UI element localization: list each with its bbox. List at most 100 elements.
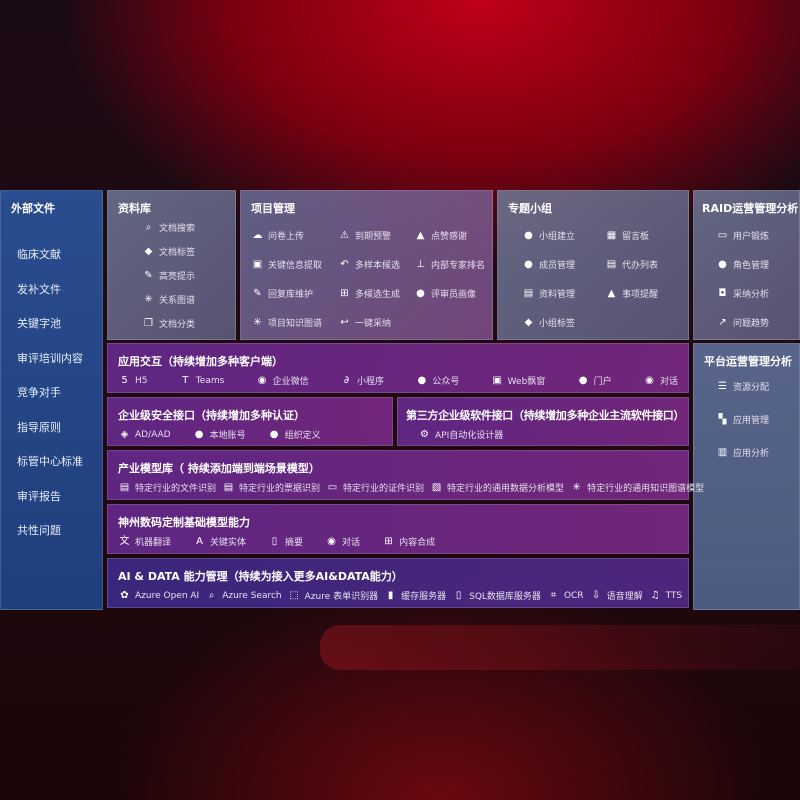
feature-item[interactable]: ● 角色管理: [716, 258, 769, 271]
feature-item[interactable]: A 关键实体: [193, 535, 246, 548]
feature-item[interactable]: ⌕ 文档搜索: [142, 221, 195, 234]
feature-item[interactable]: ▯ SQL数据库服务器: [452, 589, 541, 602]
external-file-item[interactable]: 标管中心标准: [17, 455, 83, 468]
feature-item[interactable]: ◆ 文档标签: [142, 245, 195, 258]
app-interaction-panel: 应用交互（持续增加多种客户端） 5 H5 T Teams ◉ 企业微信 ∂ 小程序 ● 公众号 ▣ W…: [107, 343, 689, 393]
feature-label: OCR: [563, 590, 584, 601]
feature-item[interactable]: ☁ 问卷上传: [251, 229, 305, 242]
feature-item[interactable]: ▤ 特定行业的文件识别: [118, 481, 216, 494]
feature-item[interactable]: ⊞ 多候选生成: [338, 287, 400, 300]
pen-icon: ✎: [144, 270, 153, 281]
feature-item[interactable]: ● 本地账号: [193, 428, 246, 441]
feature-label: 代办列表: [622, 261, 659, 271]
feature-item[interactable]: ⚙ API自动化设计器: [418, 428, 503, 441]
tts-icon: ♫: [650, 590, 660, 601]
feature-item[interactable]: ⇩ 语音理解: [590, 589, 643, 602]
doc-icon: ▯: [271, 536, 278, 547]
external-file-item[interactable]: 指导原则: [17, 420, 61, 434]
feature-item[interactable]: ▣ 关键信息提取: [251, 258, 322, 271]
feature-item[interactable]: ✿ Azure Open AI: [118, 589, 199, 602]
feature-label: 资源分配: [733, 383, 770, 393]
feature-item[interactable]: ▯ 摘要: [268, 535, 303, 548]
feature-item[interactable]: ↗ 问题趋势: [716, 316, 769, 329]
feature-item[interactable]: ⬚ Azure 表单识别器: [288, 589, 378, 602]
feature-label: 应用分析: [733, 449, 770, 459]
feature-item[interactable]: ✳ 项目知识图谱: [251, 316, 322, 329]
feature-item[interactable]: ▦ 留言板: [605, 229, 649, 242]
external-file-item[interactable]: 审评报告: [17, 489, 61, 503]
feature-item[interactable]: ✳ 关系图谱: [142, 293, 195, 306]
feature-item[interactable]: ◈ AD/AAD: [118, 428, 171, 441]
panel-title: 产业模型库（ 持续添加端到端场景模型）: [118, 462, 320, 475]
feature-item[interactable]: ✎ 回复库维护: [251, 287, 313, 300]
feature-item[interactable]: ▮ 缓存服务器: [384, 589, 446, 602]
feature-item[interactable]: ● 公众号: [415, 374, 459, 387]
folder-icon: ▤: [523, 288, 534, 299]
external-file-item[interactable]: 共性问题: [17, 524, 61, 537]
feature-item[interactable]: ● 成员管理: [522, 258, 575, 271]
users-icon: ●: [718, 259, 727, 270]
user-add-icon: ●: [524, 259, 533, 270]
feature-item[interactable]: ▤ 代办列表: [605, 258, 658, 271]
feature-item[interactable]: ▤ 特定行业的票据识别: [222, 481, 320, 494]
feature-item[interactable]: ↩ 一键采纳: [338, 316, 391, 329]
feature-item[interactable]: ▥ 应用分析: [716, 446, 769, 459]
feature-item[interactable]: ❐ 文档分类: [142, 317, 195, 330]
feature-item[interactable]: ⊥ 内部专家排名: [414, 258, 485, 271]
feature-item[interactable]: ↶ 多样本候选: [338, 258, 400, 271]
feature-label: 企业微信: [272, 377, 309, 387]
external-file-item[interactable]: 关键字池: [17, 317, 61, 330]
feature-label: 本地账号: [209, 431, 246, 441]
feature-label: 采纳分析: [733, 290, 770, 300]
feature-item[interactable]: 文机器翻译: [118, 535, 172, 548]
feature-item[interactable]: ◉ 对话: [325, 535, 360, 548]
bbs-icon: ▦: [606, 230, 617, 241]
feature-item[interactable]: ⊞ 内容合成: [382, 535, 435, 548]
feature-item[interactable]: ● 评审员画像: [414, 287, 476, 300]
feature-item[interactable]: ◉ 对话: [643, 374, 678, 387]
feature-item[interactable]: ● 组织定义: [268, 428, 321, 441]
feature-item[interactable]: ◆ 小组标签: [522, 316, 575, 329]
feature-item[interactable]: ∂ 小程序: [340, 374, 384, 387]
feature-item[interactable]: ▲ 事项提醒: [605, 287, 658, 300]
platform-panel: 平台运营管理分析 ☰ 资源分配 ▚ 应用管理 ▥ 应用分析: [693, 343, 800, 610]
feature-item[interactable]: ⌕ Azure Search: [205, 589, 282, 602]
feature-item[interactable]: ● 门户: [577, 374, 612, 387]
feature-item[interactable]: ● 小组建立: [522, 229, 575, 242]
feature-item[interactable]: ◉ 企业微信: [256, 374, 309, 387]
feature-item[interactable]: ▭ 特定行业的证件识别: [326, 481, 424, 494]
portal-icon: ●: [578, 375, 588, 386]
feature-label: 关键实体: [210, 538, 247, 548]
feature-item[interactable]: ◘ 采纳分析: [716, 287, 769, 300]
feature-item[interactable]: T Teams: [179, 374, 224, 387]
feature-item[interactable]: ✳ 特定行业的通用知识图谱模型: [570, 481, 704, 494]
feature-item[interactable]: ♫ TTS: [649, 589, 683, 602]
puzzle-icon: ⊞: [340, 288, 349, 299]
feature-label: 缓存服务器: [401, 592, 447, 602]
external-file-item[interactable]: 审评培训内容: [17, 351, 83, 365]
tag-icon: ◆: [144, 246, 153, 257]
feature-item[interactable]: ☰ 资源分配: [716, 380, 769, 393]
feature-item[interactable]: ▧ 特定行业的通用数据分析模型: [430, 481, 564, 494]
feature-label: API自动化设计器: [435, 431, 504, 441]
docs-icon: ❐: [144, 318, 153, 329]
feature-item[interactable]: ⌗ OCR: [547, 589, 584, 602]
feature-item[interactable]: ▤ 资料管理: [522, 287, 575, 300]
person-icon: ●: [416, 288, 425, 299]
feature-item[interactable]: ▣ Web飘窗: [491, 374, 545, 387]
trend-icon: ↗: [718, 317, 727, 328]
feature-item[interactable]: ▭ 用户锻炼: [716, 229, 769, 242]
feature-item[interactable]: ⚠ 到期预警: [338, 229, 391, 242]
external-file-item[interactable]: 发补文件: [17, 282, 61, 296]
feature-item[interactable]: ▲ 点赞感谢: [414, 229, 467, 242]
external-file-item[interactable]: 竞争对手: [17, 386, 61, 399]
feature-label: 高亮提示: [159, 272, 196, 282]
feature-item[interactable]: ✎ 高亮提示: [142, 269, 195, 282]
feature-label: 应用管理: [733, 416, 770, 426]
external-file-item[interactable]: 临床文献: [17, 248, 61, 261]
feature-label: 一键采纳: [355, 319, 392, 329]
feature-item[interactable]: ▚ 应用管理: [716, 413, 769, 426]
feature-item[interactable]: 5 H5: [118, 374, 147, 387]
feature-label: 用户锻炼: [733, 232, 770, 242]
feature-label: 项目知识图谱: [268, 319, 323, 329]
